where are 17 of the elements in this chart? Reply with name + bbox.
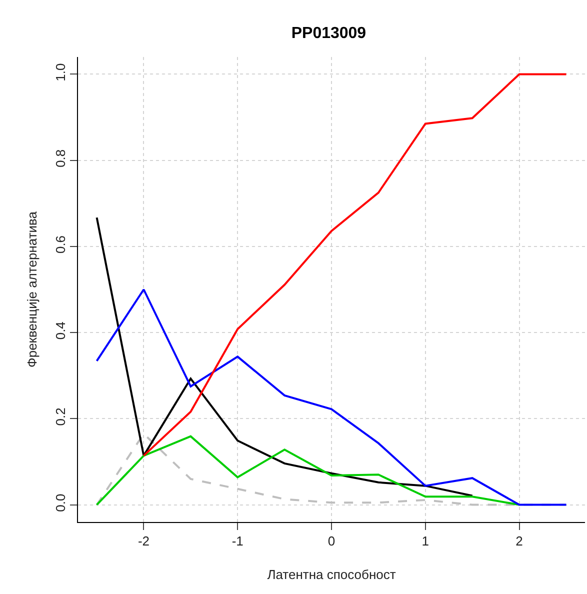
x-tick-label: -1: [232, 534, 244, 549]
x-tick-label: 0: [328, 534, 336, 549]
line-series: [142, 73, 568, 457]
y-tick-label: 0.6: [52, 235, 68, 254]
y-tick-label: 0.2: [52, 408, 68, 426]
x-axis-title: Латентна способност: [267, 567, 396, 582]
y-tick-label: 0.8: [52, 149, 68, 168]
x-tick-label: -2: [138, 534, 150, 549]
y-tick-label: 0.4: [52, 322, 68, 340]
line-series: [96, 216, 474, 497]
y-axis-title: Фреквенције алтернатива: [24, 210, 40, 368]
chart-title: PP013009: [291, 24, 366, 42]
line-series: [96, 288, 568, 506]
y-tick-label: 0.0: [52, 494, 68, 512]
x-tick-label: 2: [516, 534, 523, 549]
y-tick-label: 1.0: [52, 63, 68, 82]
x-tick-label: 1: [422, 534, 430, 549]
